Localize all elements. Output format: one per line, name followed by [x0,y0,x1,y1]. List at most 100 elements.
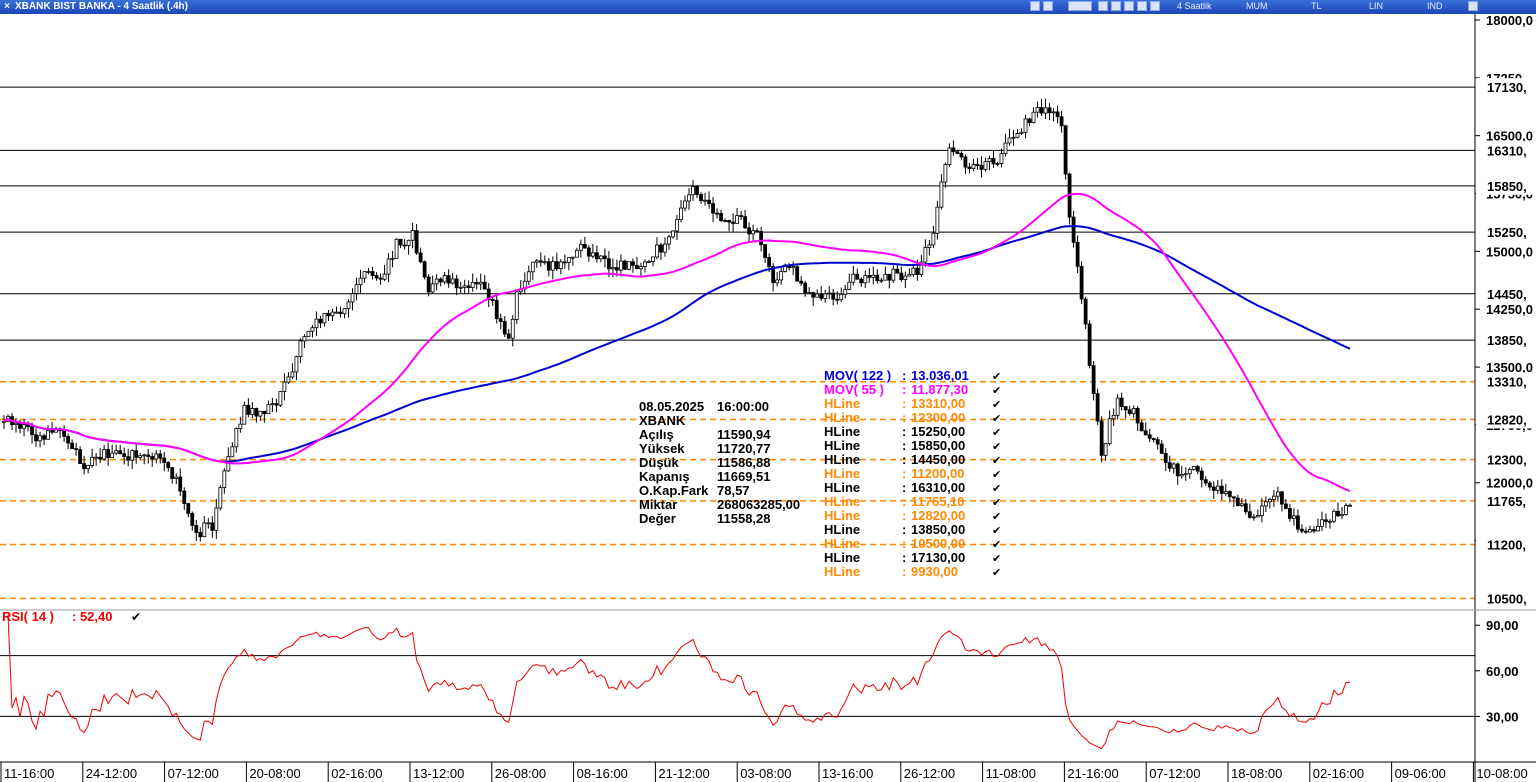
candle-body [1207,482,1212,488]
candle-body [1243,503,1248,513]
candle-body [1191,466,1196,470]
legend-separator: : [902,480,906,495]
candle-body [1271,495,1276,500]
candle-body [1119,397,1124,408]
hline-label: 15850, [1487,179,1527,194]
chevron-down-icon[interactable] [1150,1,1160,11]
legend-name: HLine [824,438,860,453]
candle-body [1320,519,1324,527]
candle-body [823,293,828,299]
candle-body [1135,407,1140,424]
candle-body [951,147,956,153]
option-ind[interactable]: IND [1427,1,1443,11]
candle-body [342,308,347,315]
candle-body [50,430,54,433]
candle-body [903,275,908,281]
candle-body [78,449,83,465]
x-tick-label: 10-08:00 [1476,766,1527,781]
legend-separator: : [902,410,906,425]
candle-body [799,280,804,284]
x-tick-label: 26-12:00 [904,766,955,781]
candle-body [302,336,307,342]
checkmark-icon: ✔ [992,497,1001,509]
settings-icon[interactable] [1043,1,1053,11]
candle-body [1099,420,1104,456]
close-icon[interactable]: × [4,1,10,12]
ma-122-line [3,225,1351,463]
candle-body [759,230,764,246]
candle-body [931,232,936,246]
option-mum[interactable]: MUM [1246,1,1268,11]
indicator-legend: MOV( 122 ):13.036,01 ✔MOV( 55 ):11.877,30… [824,368,1001,579]
candle-body [1195,466,1200,472]
candle-body [627,261,631,270]
candle-body [222,470,227,489]
hline-label: 11200, [1487,537,1526,552]
candle-body [1231,496,1236,499]
moving-averages [3,192,1351,493]
candle-body [1151,437,1156,441]
info-time: 16:00:00 [717,399,769,414]
candle-body [699,194,703,202]
candle-body [855,273,860,280]
candle-body [927,244,932,248]
info-date: 08.05.2025 [639,399,704,414]
candle-body [326,312,331,317]
candle-body [530,261,535,273]
candle-body [66,436,70,444]
candle-body [82,463,87,470]
candle-body [454,278,459,289]
candle-body [1031,111,1036,124]
candle-body [350,293,355,303]
candle-body [406,239,411,246]
candle-body [430,283,435,293]
candle-body [655,244,659,258]
draw-icon[interactable] [1111,1,1121,11]
candle-body [606,258,611,270]
candle-body [366,271,371,273]
candle-body [743,216,748,229]
candle-body [238,423,243,429]
option-tl[interactable]: TL [1311,1,1322,11]
candle-body [362,271,367,279]
candle-body [651,256,655,262]
hline-label-box [1476,284,1536,303]
candle-body [398,238,403,246]
option-lin[interactable]: LIN [1369,1,1384,11]
candle-body [659,244,663,253]
candle-body [602,255,607,260]
candle-body [506,333,511,339]
legend-name: HLine [824,480,860,495]
candle-body [1015,133,1020,138]
candle-body [1328,520,1332,523]
candle-body [306,330,311,338]
candle-body [598,255,603,260]
x-tick-label: 13-16:00 [822,766,873,781]
candle-body [218,487,223,509]
candle-body [62,430,66,437]
period-selector[interactable]: 4 Saatlik [1177,1,1212,11]
candle-body [1316,525,1320,532]
candle-body [1087,323,1092,366]
x-tick-label: 02-16:00 [331,766,382,781]
candle-body [1304,530,1308,533]
candle-body [446,275,451,284]
candle-body [250,408,255,415]
rsi-name: RSI( 14 ) [2,609,54,624]
candle-body [1107,418,1112,445]
hline-label: 13850, [1487,333,1527,348]
candle-body [114,450,119,454]
candle-body [166,462,171,469]
candle-body [394,238,399,259]
chart-icon[interactable] [1030,1,1040,11]
candle-body [883,273,888,281]
candle-body [42,435,46,440]
grid-icon[interactable] [1098,1,1108,11]
hline-label: 12820, [1487,413,1527,428]
window-menu-icon[interactable] [1468,1,1478,11]
candle-body [811,292,816,298]
candle-body [715,212,719,215]
toolbar-icon[interactable] [1068,1,1092,11]
pen-icon[interactable] [1124,1,1134,11]
zoom-icon[interactable] [1137,1,1147,11]
